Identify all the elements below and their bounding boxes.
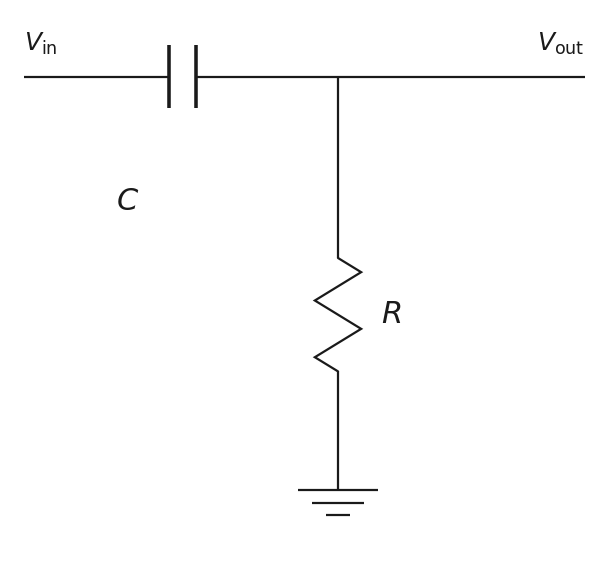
Text: $V_{\mathrm{in}}$: $V_{\mathrm{in}}$ [24,31,58,57]
Text: $V_{\mathrm{out}}$: $V_{\mathrm{out}}$ [537,31,585,57]
Text: $C$: $C$ [116,186,139,217]
Text: $R$: $R$ [381,299,401,330]
